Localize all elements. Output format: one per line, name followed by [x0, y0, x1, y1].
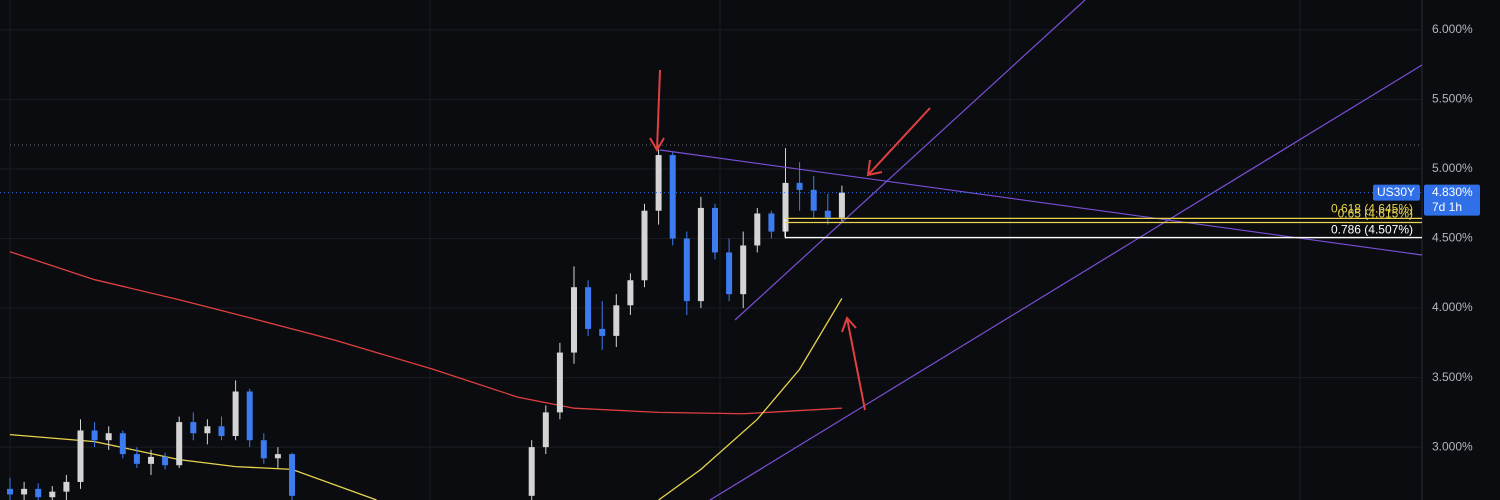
- candle-body: [740, 245, 747, 295]
- candle-body: [754, 213, 761, 246]
- candle-body: [810, 189, 817, 211]
- candle-body: [641, 210, 648, 281]
- candle-body: [796, 182, 803, 190]
- candle-body: [176, 422, 183, 466]
- candle-body: [35, 488, 42, 498]
- price-label: 4.830%: [1432, 185, 1473, 199]
- y-tick-label: 3.000%: [1432, 439, 1473, 453]
- candle-body: [726, 252, 733, 295]
- candle-body: [697, 207, 704, 302]
- y-tick-label: 5.500%: [1432, 92, 1473, 106]
- candle-body: [162, 456, 169, 466]
- candle-body: [190, 422, 197, 434]
- candle-body: [232, 391, 239, 437]
- candle-body: [768, 213, 775, 232]
- candle-body: [571, 287, 577, 353]
- candle-body: [91, 430, 98, 441]
- y-tick-label: 4.000%: [1432, 300, 1473, 314]
- candle-body: [218, 426, 225, 437]
- candle-body: [21, 488, 28, 495]
- candle-body: [528, 447, 535, 496]
- candle-body: [542, 412, 549, 448]
- fib-label: 0.786 (4.507%): [1331, 223, 1413, 237]
- candle-body: [260, 440, 267, 459]
- fib-label: 0.65 (4.615%): [1338, 207, 1413, 221]
- trend-line: [734, 0, 1086, 321]
- arrow: [841, 316, 866, 411]
- countdown-label: 7d 1h: [1432, 200, 1462, 214]
- candle-body: [204, 426, 211, 434]
- trend-line: [709, 64, 1423, 500]
- candle-body: [246, 391, 253, 441]
- candle-body: [782, 182, 789, 232]
- candle-body: [712, 207, 718, 253]
- candle-body: [599, 328, 606, 336]
- arrow: [649, 69, 665, 152]
- y-tick-label: 6.000%: [1432, 22, 1473, 36]
- candle-body: [63, 481, 70, 492]
- y-tick-label: 3.500%: [1432, 370, 1473, 384]
- candle-body: [824, 210, 831, 218]
- moving-average: [658, 297, 843, 500]
- arrow: [866, 107, 931, 177]
- candle-body: [289, 454, 295, 496]
- plot-area: [0, 29, 1422, 500]
- symbol-tag: [1373, 184, 1420, 201]
- moving-average: [9, 251, 842, 415]
- y-tick-label: 4.500%: [1432, 231, 1473, 245]
- candle-body: [133, 454, 140, 464]
- candle-body: [655, 155, 662, 211]
- y-tick-label: 5.000%: [1432, 161, 1473, 175]
- candle-body: [119, 433, 126, 455]
- grid: [9, 0, 1301, 500]
- candle-body: [274, 454, 281, 459]
- candle-body: [627, 280, 634, 306]
- candle-body: [585, 287, 592, 329]
- candle-body: [7, 488, 13, 495]
- candle-body: [669, 155, 676, 239]
- price-tag: [1424, 184, 1480, 216]
- candle-body: [105, 433, 112, 441]
- overlay: US30Y 4.830%7d 1h: [0, 184, 1480, 239]
- symbol-label: US30Y: [1377, 185, 1415, 199]
- candle-body: [77, 430, 84, 482]
- candle-body: [838, 192, 845, 218]
- arrows: [649, 69, 931, 411]
- candle-body: [613, 305, 620, 336]
- candle-body: [683, 238, 690, 302]
- candle-body: [49, 491, 56, 498]
- candle-body: [556, 352, 563, 413]
- candle-body: [148, 456, 154, 464]
- fib-label: 0.618 (4.645%): [1331, 202, 1413, 216]
